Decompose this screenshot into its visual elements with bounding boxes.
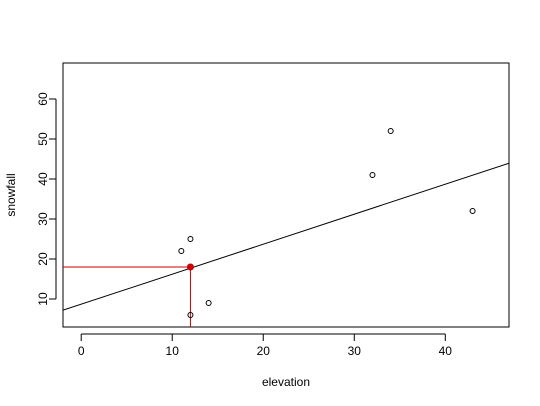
data-point bbox=[187, 312, 194, 318]
plot-frame bbox=[62, 62, 510, 328]
regression-line bbox=[63, 162, 509, 311]
data-point bbox=[205, 300, 212, 306]
y-tick-label: 40 bbox=[36, 172, 50, 186]
x-tick-label: 10 bbox=[166, 344, 180, 358]
x-tick-label: 40 bbox=[439, 344, 453, 358]
y-tick-label: 50 bbox=[36, 132, 50, 146]
y-tick-label: 10 bbox=[36, 292, 50, 306]
data-point bbox=[469, 208, 476, 214]
y-tick-label: 30 bbox=[36, 212, 50, 226]
y-tick-label: 60 bbox=[36, 92, 50, 106]
x-axis: 0 10 20 30 40 bbox=[78, 333, 453, 358]
data-point bbox=[369, 172, 376, 178]
plot-area bbox=[63, 128, 509, 327]
data-point bbox=[387, 128, 394, 134]
x-tick-label: 0 bbox=[78, 344, 85, 358]
y-tick-label: 20 bbox=[36, 252, 50, 266]
x-tick-label: 30 bbox=[348, 344, 362, 358]
y-axis-label: snowfall bbox=[4, 173, 18, 216]
x-axis-label: elevation bbox=[262, 375, 310, 389]
y-axis: 10 20 30 40 50 60 bbox=[36, 92, 57, 306]
x-tick-label: 20 bbox=[257, 344, 271, 358]
highlight-point bbox=[186, 263, 194, 271]
data-point bbox=[178, 248, 185, 254]
data-point bbox=[187, 236, 194, 242]
